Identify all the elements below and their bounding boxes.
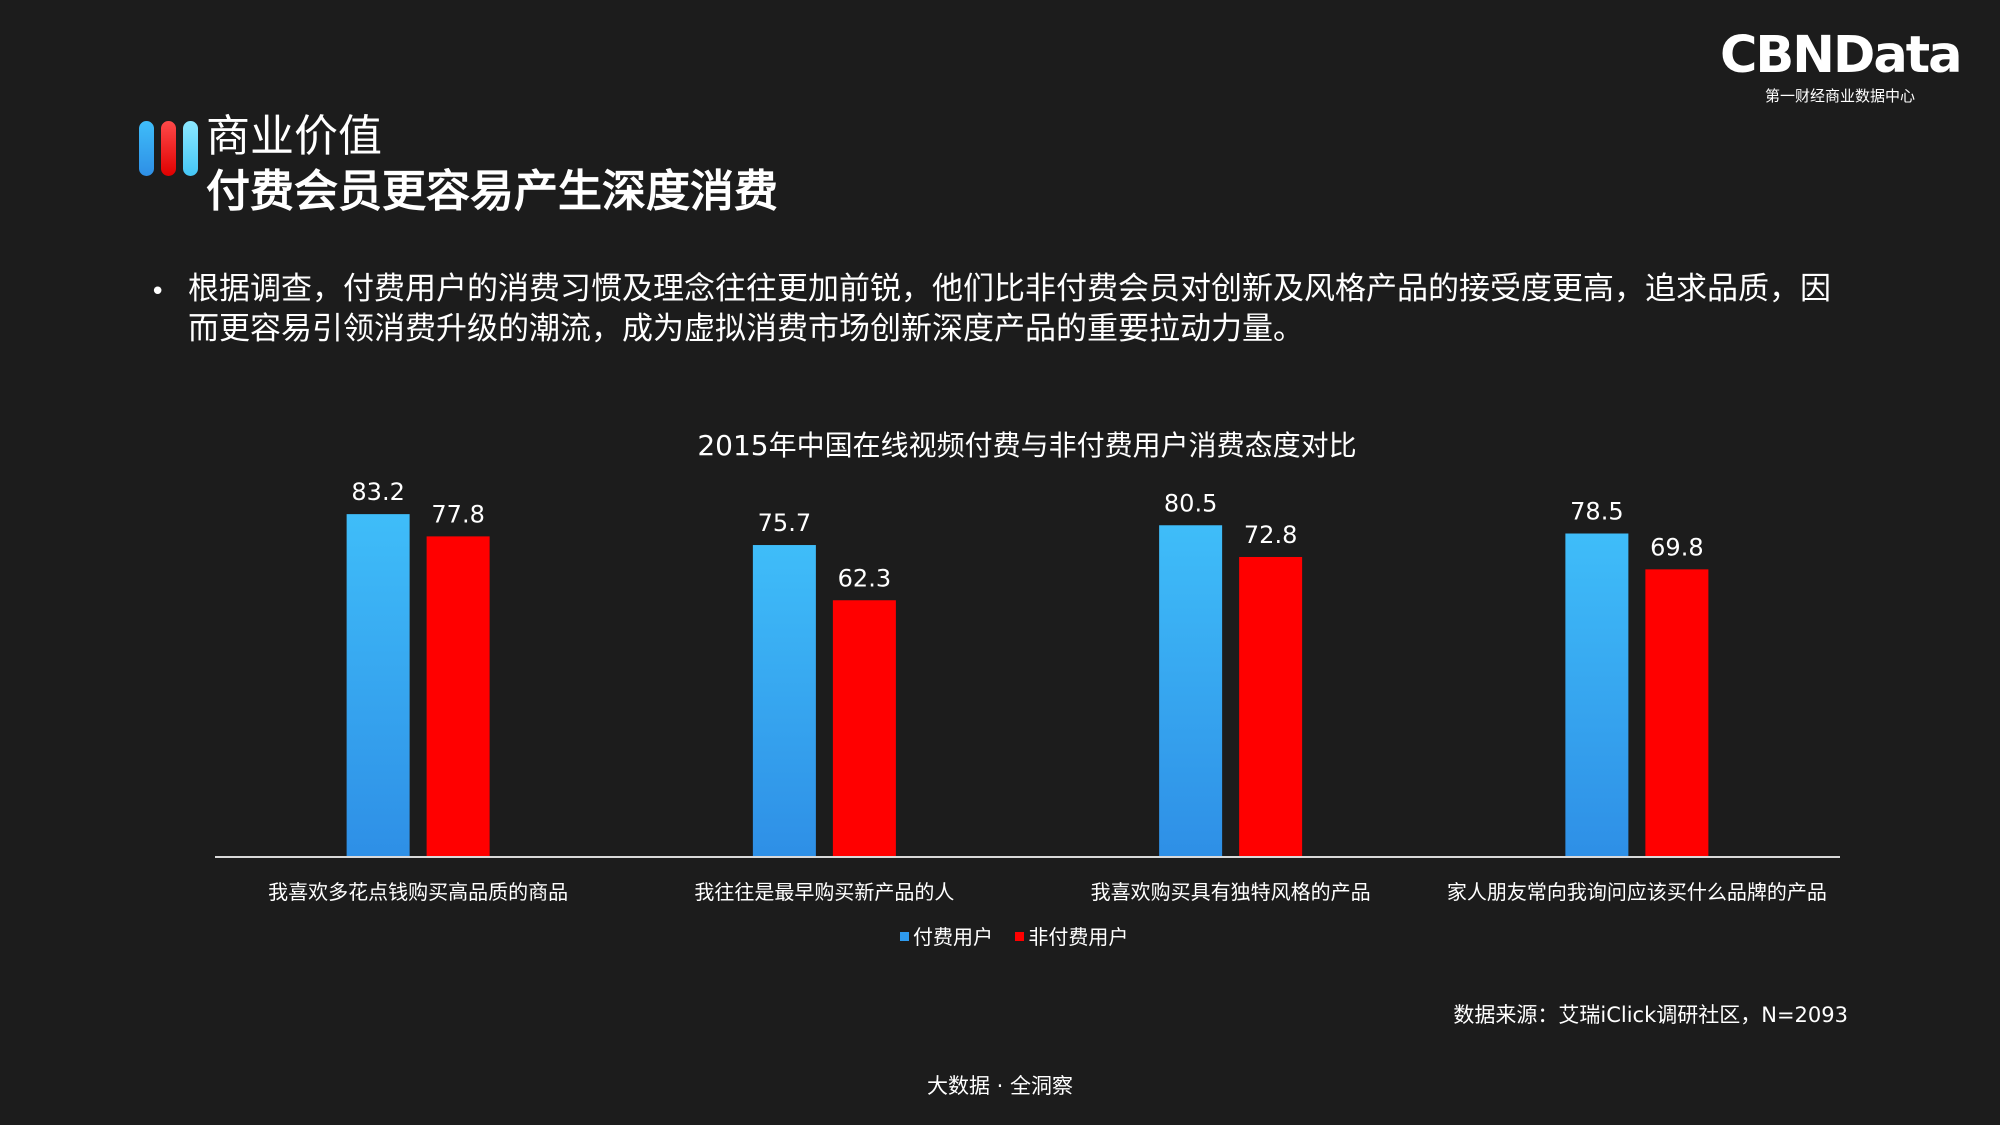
chart-legend: 付费用户 非付费用户 (900, 920, 1200, 954)
data-label-paid-4: 78.5 (1570, 498, 1623, 526)
category-label-4: 家人朋友常向我询问应该买什么品牌的产品 (1447, 880, 1827, 904)
data-source-note: 数据来源：艾瑞iClick调研社区，N=2093 (1453, 1003, 1848, 1027)
legend-item-unpaid: 非付费用户 (1015, 920, 1128, 954)
logo-subtitle: 第一财经商业数据中心 (1764, 87, 1915, 105)
data-label-unpaid-2: 62.3 (838, 564, 891, 592)
data-label-paid-3: 80.5 (1164, 489, 1217, 517)
bar-unpaid-3 (1239, 556, 1303, 857)
legend-item-paid: 付费用户 (900, 920, 993, 954)
chart-title: 2015年中国在线视频付费与非付费用户消费态度对比 (697, 429, 1356, 462)
bar-unpaid-2 (832, 600, 896, 857)
legend-swatch-paid (900, 932, 909, 941)
bullet-text: 根据调查，付费用户的消费习惯及理念往往更加前锐，他们比非付费会员对创新及风格产品… (188, 271, 1831, 347)
section-marker-red (161, 121, 176, 176)
data-label-unpaid-4: 69.8 (1650, 533, 1703, 561)
legend-label-unpaid: 非付费用户 (1028, 925, 1129, 949)
bar-paid-3 (1159, 525, 1223, 857)
legend-swatch-unpaid (1015, 932, 1025, 941)
bullet-point-icon: • (150, 277, 166, 307)
page-headline: 付费会员更容易产生深度消费 (206, 166, 778, 217)
cbndata-logo: CBNData 第一财经商业数据中心 (1720, 26, 1963, 106)
data-label-unpaid-3: 72.8 (1244, 521, 1297, 549)
legend-label-paid: 付费用户 (913, 925, 993, 949)
bar-paid-1 (346, 514, 410, 857)
footer-tagline: 大数据 · 全洞察 (926, 1074, 1074, 1098)
category-label-2: 我往往是最早购买新产品的人 (694, 880, 954, 904)
data-label-paid-1: 83.2 (351, 478, 404, 506)
bar-paid-2 (752, 545, 816, 857)
bar-unpaid-1 (426, 536, 490, 857)
bar-paid-4 (1565, 533, 1629, 857)
data-label-paid-2: 75.7 (758, 509, 811, 537)
logo-text: CBNData (1720, 26, 1963, 85)
section-marker-cyan (183, 121, 198, 176)
data-label-unpaid-1: 77.8 (431, 500, 484, 528)
category-label-3: 我喜欢购买具有独特风格的产品 (1091, 880, 1371, 904)
section-marker-blue (139, 121, 154, 176)
bar-unpaid-4 (1645, 569, 1709, 857)
section-title: 商业价值 (206, 111, 382, 162)
category-label-1: 我喜欢多花点钱购买高品质的商品 (268, 880, 568, 904)
